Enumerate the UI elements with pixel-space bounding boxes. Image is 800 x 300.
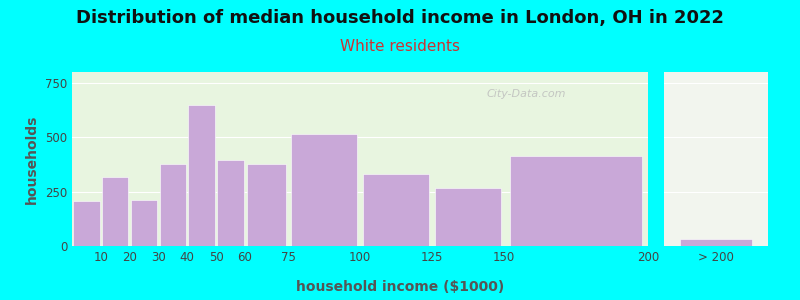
Text: City-Data.com: City-Data.com	[486, 89, 566, 99]
Bar	[680, 239, 752, 246]
Bar	[435, 188, 501, 246]
Text: Distribution of median household income in London, OH in 2022: Distribution of median household income …	[76, 9, 724, 27]
Bar	[291, 134, 357, 246]
Text: White residents: White residents	[340, 39, 460, 54]
Bar	[73, 201, 100, 246]
Bar	[246, 164, 286, 246]
Bar	[188, 105, 215, 246]
Text: household income ($1000): household income ($1000)	[296, 280, 504, 294]
Bar	[363, 174, 429, 246]
Bar	[510, 156, 642, 246]
Y-axis label: households: households	[26, 114, 39, 204]
Bar	[130, 200, 158, 246]
Bar	[102, 178, 129, 246]
Bar	[159, 164, 186, 246]
Bar	[217, 160, 244, 246]
